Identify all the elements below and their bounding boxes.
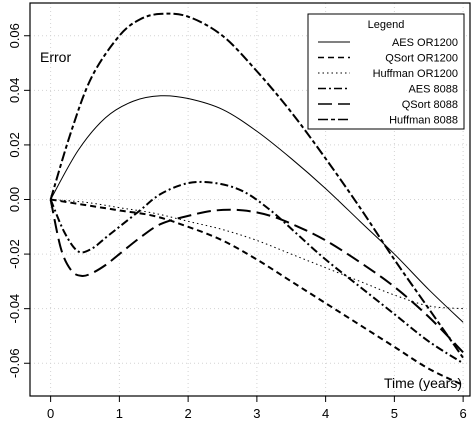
- y-tick-label: -0.06: [7, 348, 22, 378]
- y-tick-label: -0.02: [7, 239, 22, 269]
- series-line-5: [49, 199, 464, 354]
- y-tick-label: 0.02: [7, 132, 22, 157]
- x-tick-label: 3: [253, 406, 260, 421]
- legend-box: [307, 13, 465, 130]
- series-layer: [49, 12, 464, 386]
- x-tick-label: 2: [185, 406, 192, 421]
- legend-label-5: QSort 8088: [402, 99, 458, 111]
- x-tick-label: 5: [391, 406, 398, 421]
- y-tick-label: -0.04: [7, 294, 22, 324]
- x-tick-label: 0: [47, 406, 54, 421]
- y-tick-label: 0.06: [7, 23, 22, 48]
- x-axis-title: Time (years): [384, 375, 462, 391]
- legend: Legend AES OR1200 QSort OR1200 Huffman OR1…: [307, 13, 465, 130]
- series-line-1: [50, 95, 464, 323]
- legend-label-3: Huffman OR1200: [373, 68, 458, 80]
- x-tick-label: 6: [460, 406, 467, 421]
- legend-title: Legend: [368, 19, 405, 31]
- legend-label-1: AES OR1200: [392, 37, 458, 49]
- x-tick-label: 1: [116, 406, 123, 421]
- legend-items: AES OR1200 QSort OR1200 Huffman OR1200 AES …: [318, 37, 458, 127]
- legend-label-6: Huffman 8088: [389, 115, 458, 127]
- legend-label-2: QSort OR1200: [385, 53, 458, 65]
- x-tick-label: 4: [322, 406, 329, 421]
- series-line-6: [49, 12, 464, 359]
- legend-label-4: AES 8088: [408, 84, 458, 96]
- axis-ticks: 0 1 2 3 4 5 6 -0.06 -0.04 -0.02 0.00 0.02 0.04 0.06: [7, 23, 467, 421]
- y-tick-label: 0.04: [7, 78, 22, 103]
- series-line-4: [49, 180, 464, 365]
- y-tick-label: 0.00: [7, 187, 22, 212]
- y-axis-title: Error: [40, 49, 71, 65]
